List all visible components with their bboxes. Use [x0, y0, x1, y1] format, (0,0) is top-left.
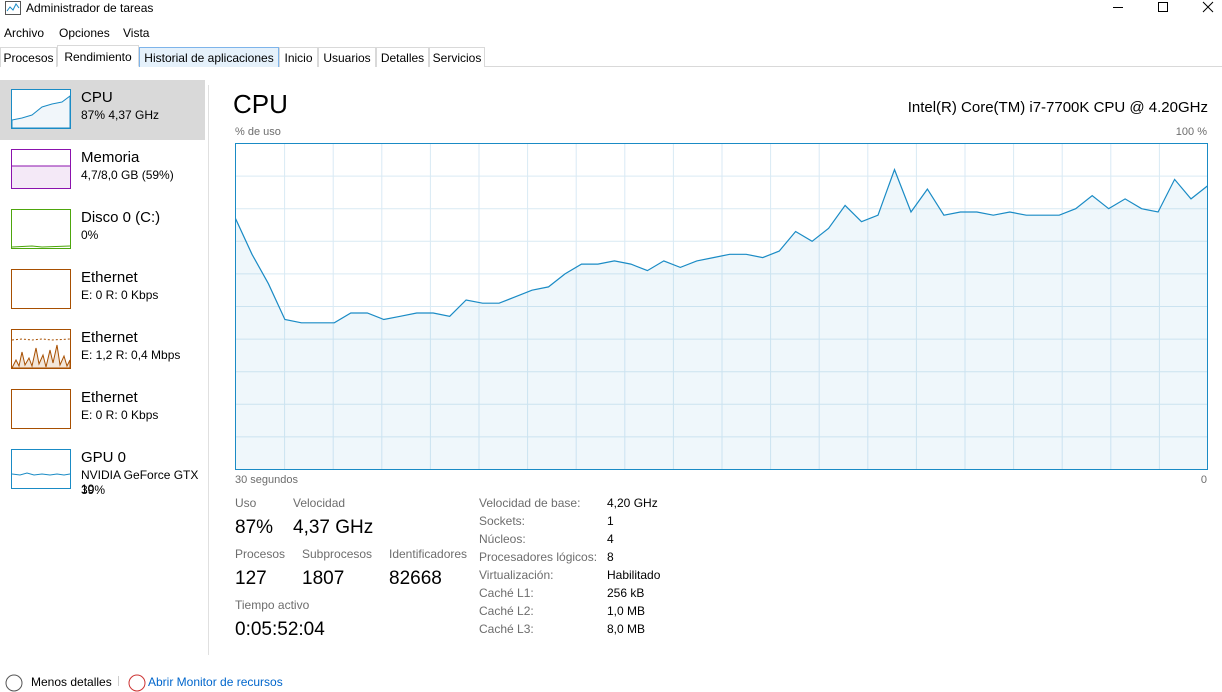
tab-divider: [0, 66, 1222, 67]
monitor-icon[interactable]: [128, 674, 146, 692]
menu-item[interactable]: Vista: [123, 26, 150, 40]
sidebar-item[interactable]: Disco 0 (C:) 0%: [0, 200, 205, 260]
app-icon: [5, 1, 21, 15]
thumb-graph: [11, 209, 71, 249]
stat-label: Subprocesos: [302, 547, 373, 561]
item-name: CPU: [81, 89, 113, 106]
maximize[interactable]: [1158, 2, 1168, 12]
detail-label: Velocidad de base:: [479, 496, 581, 510]
graph-border: [235, 143, 1208, 470]
less-icon[interactable]: [5, 674, 23, 692]
menu-item[interactable]: Opciones: [59, 26, 110, 40]
y-label: % de uso: [235, 126, 281, 138]
resource-monitor-link[interactable]: Abrir Monitor de recursos: [148, 675, 283, 689]
tab[interactable]: Procesos: [0, 47, 57, 67]
detail-value: 256 kB: [607, 586, 645, 600]
detail-label: Virtualización:: [479, 568, 554, 582]
detail-value: Habilitado: [607, 568, 661, 582]
x-end-label: 0: [1200, 474, 1207, 486]
item-name: GPU 0: [81, 449, 127, 466]
stat-value: 82668: [389, 568, 442, 589]
item-detail: E: 1,2 R: 0,4 Mbps: [81, 348, 181, 362]
sidebar-item[interactable]: Ethernet E: 0 R: 0 Kbps: [0, 260, 205, 320]
stat-value: 127: [235, 568, 267, 589]
thumb-graph: [11, 449, 71, 489]
detail-value: 4: [607, 532, 614, 546]
item-detail: 0%: [81, 228, 99, 242]
stat-value: 4,37 GHz: [293, 517, 374, 538]
detail-label: Núcleos:: [479, 532, 526, 546]
stat-value: 0:05:52:04: [235, 619, 325, 640]
item-detail: NVIDIA GeForce GTX 10: [81, 468, 199, 496]
stat-label: Uso: [235, 496, 257, 510]
tab[interactable]: Inicio: [279, 47, 318, 67]
stat-value: 87%: [235, 517, 274, 538]
stat-label: Procesos: [235, 547, 286, 561]
detail-label: Procesadores lógicos:: [479, 550, 598, 564]
stat-label: Identificadores: [389, 547, 468, 561]
tab[interactable]: Detalles: [376, 47, 429, 67]
detail-value: 8,0 MB: [607, 622, 646, 636]
tab[interactable]: Servicios: [429, 47, 485, 67]
sidebar-item[interactable]: Ethernet E: 1,2 R: 0,4 Mbps: [0, 320, 205, 380]
detail-value: 1: [607, 514, 614, 528]
thumb-graph: [11, 329, 71, 369]
max-label: 100 %: [1175, 126, 1207, 138]
item-name: Ethernet: [81, 269, 138, 286]
x-start-label: 30 segundos: [235, 474, 298, 486]
stat-label: Velocidad: [293, 496, 346, 510]
sidebar-divider: [208, 85, 209, 655]
stat-value: 1807: [302, 568, 345, 589]
thumb-graph: [11, 269, 71, 309]
item-detail: 39%: [81, 483, 106, 497]
detail-label: Sockets:: [479, 514, 526, 528]
tab-selected[interactable]: Rendimiento: [57, 45, 139, 67]
thumb-graph: [11, 389, 71, 429]
item-detail: E: 0 R: 0 Kbps: [81, 288, 159, 302]
item-detail: E: 0 R: 0 Kbps: [81, 408, 159, 422]
thumb-graph: [11, 149, 71, 189]
cpu-model: Intel(R) Core(TM) i7-7700K CPU @ 4.20GHz: [907, 99, 1208, 116]
item-name: Ethernet: [81, 329, 138, 346]
stat-label: Tiempo activo: [235, 598, 310, 612]
window-controls[interactable]: [1100, 0, 1222, 16]
sidebar-item[interactable]: CPU 87% 4,37 GHz: [0, 80, 205, 140]
detail-value: 8: [607, 550, 614, 564]
close[interactable]: [1202, 1, 1214, 13]
item-name: Disco 0 (C:): [81, 209, 161, 226]
item-detail: 87% 4,37 GHz: [81, 108, 160, 122]
main-title: CPU: [233, 89, 288, 119]
sidebar-item[interactable]: Memoria 4,7/8,0 GB (59%): [0, 140, 205, 200]
footer-divider: [118, 676, 119, 686]
item-name: Memoria: [81, 149, 140, 166]
item-detail: 4,7/8,0 GB (59%): [81, 168, 174, 182]
detail-value: 4,20 GHz: [607, 496, 658, 510]
detail-value: 1,0 MB: [607, 604, 646, 618]
cpu-graph: [235, 143, 1208, 470]
tab[interactable]: Historial de aplicaciones: [139, 47, 279, 67]
detail-label: Caché L3:: [479, 622, 534, 636]
less-details-link[interactable]: Menos detalles: [31, 675, 112, 689]
detail-label: Caché L1:: [479, 586, 534, 600]
sidebar-item[interactable]: GPU 0 NVIDIA GeForce GTX 10 39%: [0, 440, 205, 500]
menu-item[interactable]: Archivo: [4, 26, 45, 40]
usage-line: [235, 167, 1208, 324]
detail-label: Caché L2:: [479, 604, 534, 618]
tab[interactable]: Usuarios: [318, 47, 376, 67]
usage-area: [235, 169, 1208, 470]
window-title: Administrador de tareas: [26, 1, 154, 15]
item-name: Ethernet: [81, 389, 138, 406]
sidebar-item[interactable]: Ethernet E: 0 R: 0 Kbps: [0, 380, 205, 440]
thumb-graph: [11, 89, 71, 129]
